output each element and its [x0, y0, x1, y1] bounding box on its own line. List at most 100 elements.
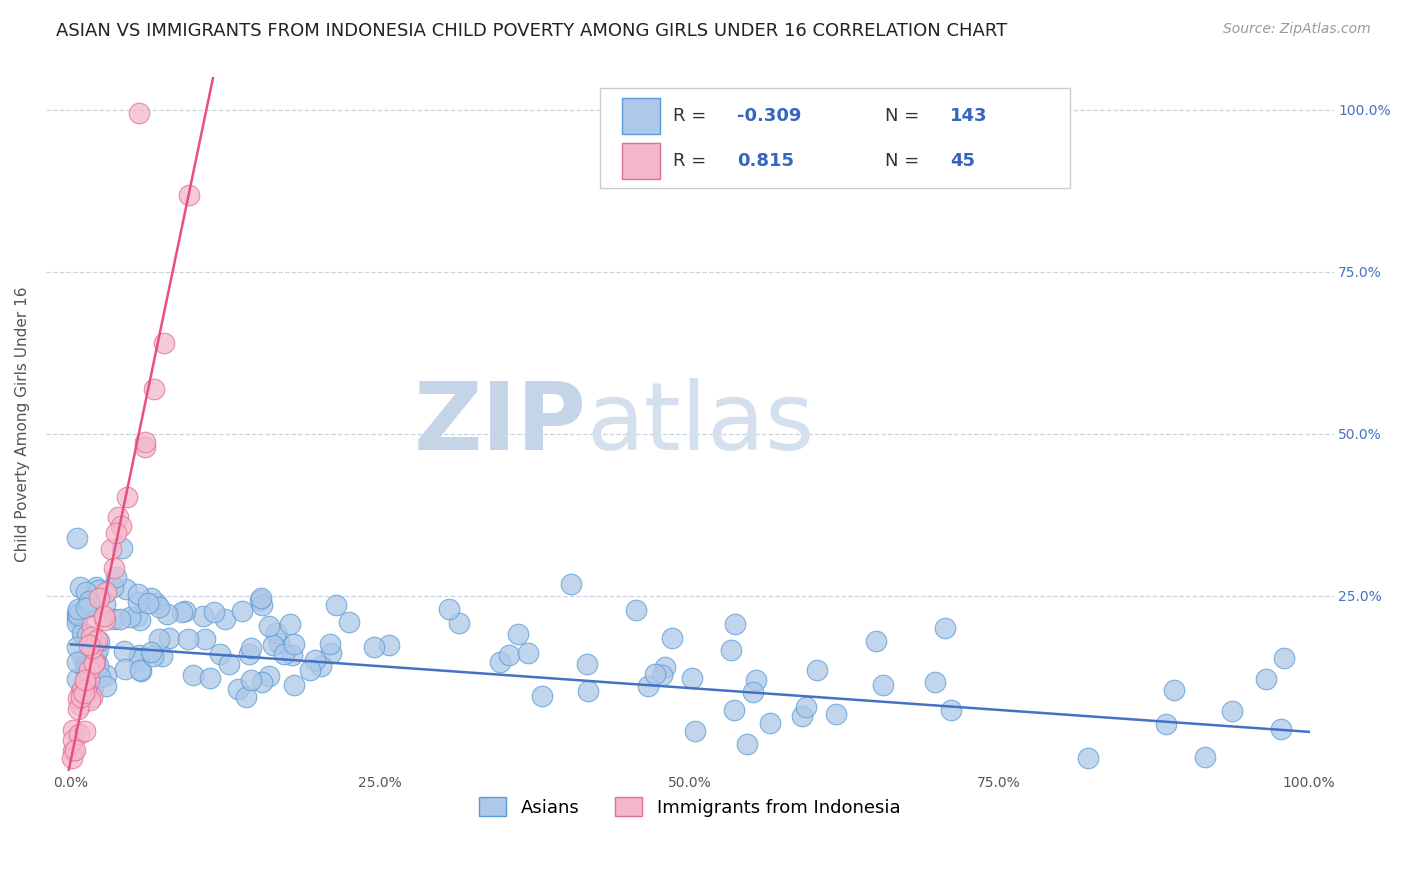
Point	[1163, 683, 1185, 698]
Point	[66, 640, 89, 654]
Point	[127, 587, 149, 601]
Point	[66, 615, 89, 630]
Point	[114, 662, 136, 676]
Point	[82, 681, 104, 695]
Point	[60, 750, 83, 764]
Point	[87, 642, 110, 657]
Point	[112, 644, 135, 658]
Point	[280, 617, 302, 632]
Point	[156, 607, 179, 621]
Point	[654, 660, 676, 674]
Point	[218, 657, 240, 671]
Point	[250, 591, 273, 606]
Point	[214, 612, 236, 626]
Point	[93, 597, 115, 611]
Point	[107, 509, 129, 524]
Point	[115, 582, 138, 596]
Point	[76, 663, 98, 677]
Point	[231, 604, 253, 618]
Point	[80, 630, 103, 644]
Point	[517, 646, 540, 660]
Point	[94, 614, 117, 628]
Point	[66, 602, 89, 616]
Text: N =: N =	[886, 107, 920, 126]
Point	[742, 685, 765, 699]
Point	[115, 490, 138, 504]
Point	[89, 670, 111, 684]
Point	[62, 723, 84, 737]
Point	[73, 675, 96, 690]
Point	[1270, 722, 1292, 736]
Point	[62, 744, 84, 758]
Point	[94, 585, 117, 599]
FancyBboxPatch shape	[621, 98, 661, 135]
Point	[437, 602, 460, 616]
Point	[75, 723, 97, 738]
Point	[152, 335, 174, 350]
Point	[67, 608, 90, 623]
Point	[72, 652, 94, 666]
Point	[103, 612, 125, 626]
Point	[148, 600, 170, 615]
Point	[89, 634, 111, 648]
Point	[142, 382, 165, 396]
Point	[941, 703, 963, 717]
Point	[66, 531, 89, 545]
Point	[94, 668, 117, 682]
Point	[202, 605, 225, 619]
Point	[108, 612, 131, 626]
Point	[759, 716, 782, 731]
Point	[82, 619, 104, 633]
Point	[651, 667, 673, 681]
Point	[105, 525, 128, 540]
Point	[76, 628, 98, 642]
Point	[183, 667, 205, 681]
Point	[66, 606, 89, 620]
Point	[177, 188, 200, 202]
Point	[127, 609, 149, 624]
Point	[118, 609, 141, 624]
Point	[83, 655, 105, 669]
Point	[249, 593, 271, 607]
Text: 45: 45	[950, 153, 974, 170]
Point	[319, 637, 342, 651]
Point	[283, 636, 305, 650]
Point	[84, 635, 107, 649]
Point	[209, 647, 232, 661]
Point	[194, 632, 217, 646]
Text: ASIAN VS IMMIGRANTS FROM INDONESIA CHILD POVERTY AMONG GIRLS UNDER 16 CORRELATIO: ASIAN VS IMMIGRANTS FROM INDONESIA CHILD…	[56, 22, 1008, 40]
Point	[73, 686, 96, 700]
Point	[110, 541, 132, 555]
Point	[1154, 717, 1177, 731]
Point	[1077, 750, 1099, 764]
Point	[129, 613, 152, 627]
Legend: Asians, Immigrants from Indonesia: Asians, Immigrants from Indonesia	[472, 790, 908, 824]
Point	[129, 664, 152, 678]
Point	[934, 622, 956, 636]
Point	[723, 703, 745, 717]
Point	[309, 658, 332, 673]
Point	[103, 561, 125, 575]
Point	[86, 647, 108, 661]
Point	[174, 604, 197, 618]
Point	[720, 643, 742, 657]
Point	[280, 648, 302, 663]
FancyBboxPatch shape	[599, 87, 1070, 188]
Point	[63, 743, 86, 757]
Point	[304, 653, 326, 667]
Point	[75, 657, 97, 671]
Point	[141, 645, 163, 659]
Text: 0.815: 0.815	[737, 153, 794, 170]
Point	[66, 611, 89, 625]
Point	[1194, 750, 1216, 764]
Point	[319, 646, 342, 660]
Point	[73, 673, 96, 688]
Point	[724, 617, 747, 632]
Point	[66, 655, 89, 669]
Point	[259, 668, 281, 682]
Point	[67, 726, 90, 740]
Point	[264, 626, 287, 640]
Point	[1220, 704, 1243, 718]
Point	[624, 603, 647, 617]
Point	[134, 440, 156, 454]
